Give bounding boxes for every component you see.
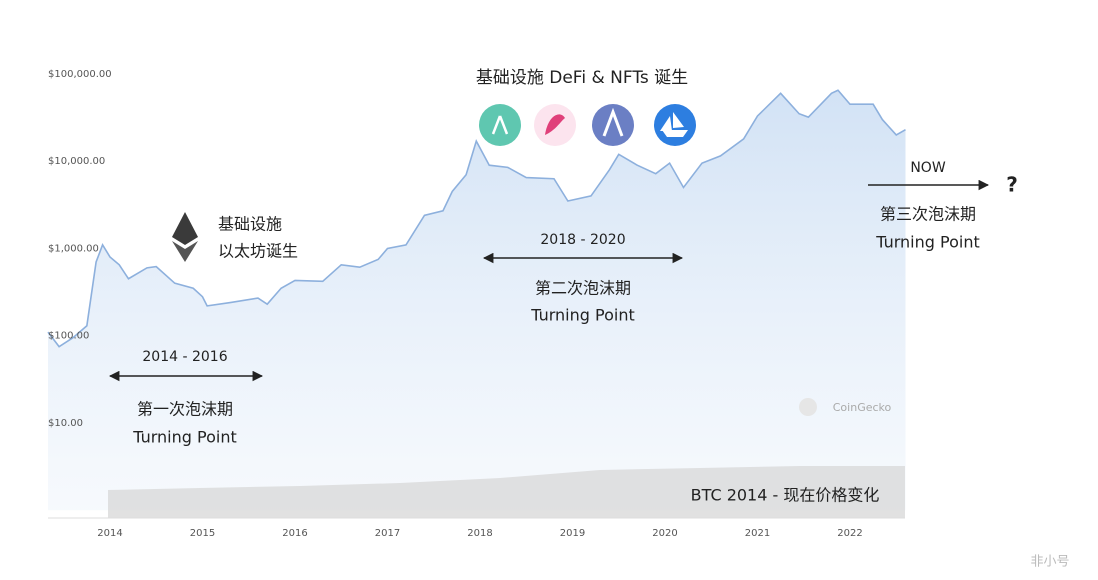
x-tick-label: 2018 bbox=[467, 528, 492, 539]
x-tick-label: 2016 bbox=[282, 528, 307, 539]
coingecko-logo bbox=[799, 398, 817, 416]
aave-mark bbox=[602, 107, 624, 137]
annotation: NOW bbox=[910, 160, 945, 176]
area bbox=[48, 90, 906, 511]
annotation: 第一次泡沫期 bbox=[137, 400, 233, 419]
ether-logo bbox=[172, 212, 198, 245]
volume-band bbox=[108, 466, 905, 518]
x-tick-label: 2021 bbox=[745, 528, 770, 539]
annotation: 基础设施 bbox=[218, 215, 282, 234]
annotation: Turning Point bbox=[132, 428, 236, 447]
annotation: 第二次泡沫期 bbox=[535, 279, 631, 298]
uniswap-mark bbox=[545, 114, 565, 135]
aave-logo bbox=[592, 104, 634, 146]
watermark: 非小号 bbox=[1030, 555, 1069, 570]
annotation: 以太坊诞生 bbox=[218, 242, 298, 261]
y-tick-label: $100.00 bbox=[48, 331, 89, 342]
annotation: Turning Point bbox=[875, 233, 979, 252]
maker-mark bbox=[491, 115, 509, 135]
x-tick-label: 2014 bbox=[97, 528, 122, 539]
annotation: 2014 - 2016 bbox=[142, 349, 227, 365]
y-tick-label: $10.00 bbox=[48, 418, 83, 429]
annotation: ? bbox=[1006, 173, 1018, 197]
y-tick-label: $10,000.00 bbox=[48, 156, 105, 167]
x-tick-label: 2019 bbox=[560, 528, 585, 539]
maker-logo bbox=[479, 104, 521, 146]
y-tick-label: $100,000.00 bbox=[48, 69, 112, 80]
chart-caption: BTC 2014 - 现在价格变化 bbox=[691, 486, 880, 505]
source: CoinGecko bbox=[833, 401, 892, 414]
annotation: 基础设施 DeFi & NFTs 诞生 bbox=[476, 68, 688, 88]
x-tick-label: 2020 bbox=[652, 528, 677, 539]
x-tick-label: 2015 bbox=[190, 528, 215, 539]
x-tick-label: 2022 bbox=[837, 528, 862, 539]
plot-area bbox=[47, 89, 906, 511]
x-tick-label: 2017 bbox=[375, 528, 400, 539]
annotation: 2018 - 2020 bbox=[540, 232, 625, 248]
line bbox=[47, 89, 906, 348]
annotation: Turning Point bbox=[530, 306, 634, 325]
opensea-sail bbox=[660, 116, 672, 131]
annotation: 第三次泡沫期 bbox=[880, 205, 976, 224]
ether-logo-bottom bbox=[172, 241, 198, 262]
y-tick-label: $1,000.00 bbox=[48, 243, 99, 254]
